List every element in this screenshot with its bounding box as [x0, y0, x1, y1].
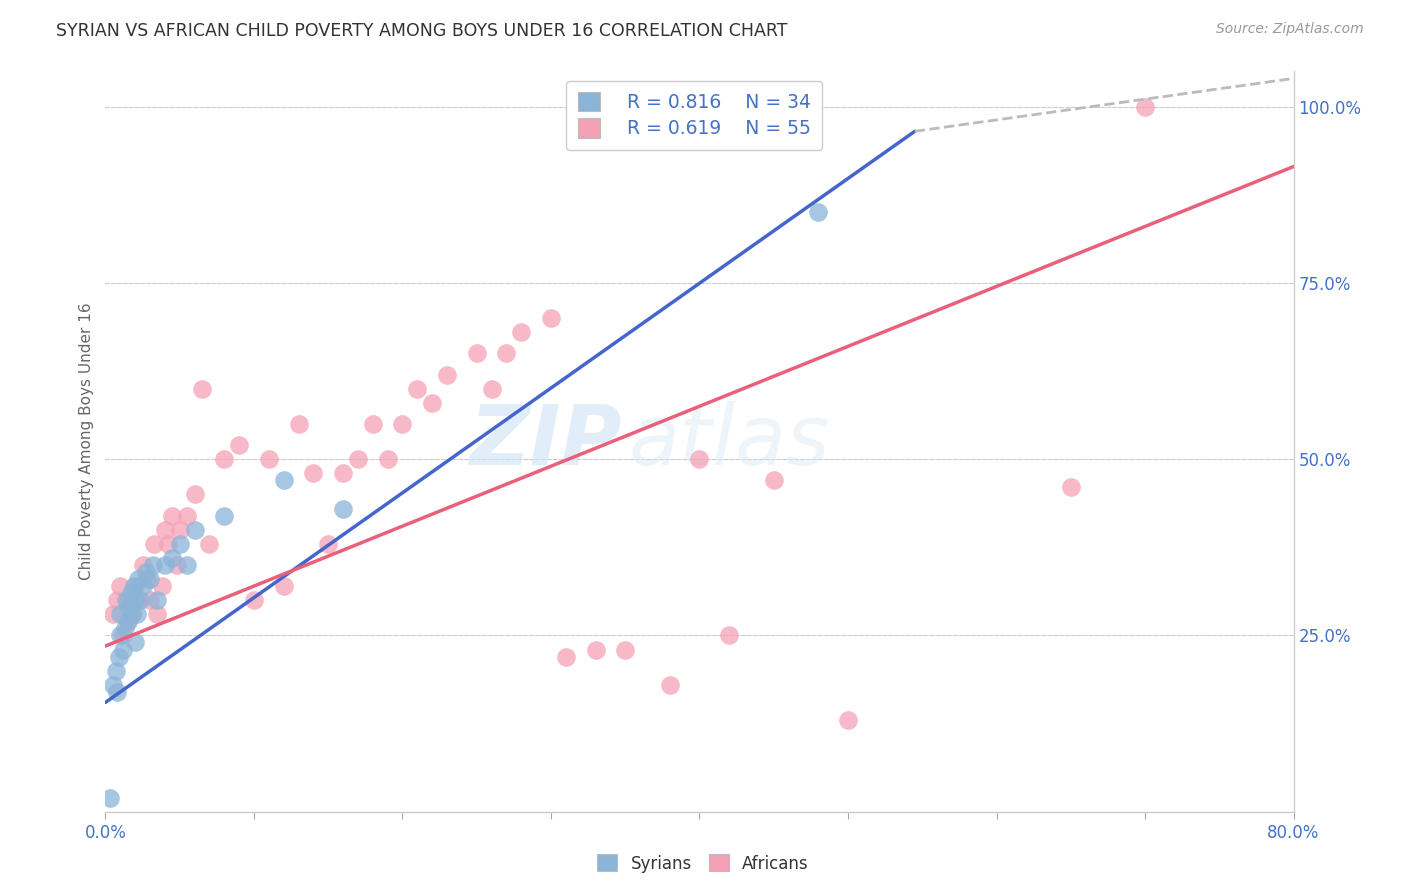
Point — [143, 537, 166, 551]
Point — [273, 473, 295, 487]
Point — [361, 417, 384, 431]
Point — [510, 325, 533, 339]
Point — [228, 438, 250, 452]
Point — [101, 678, 124, 692]
Point — [115, 593, 138, 607]
Point — [127, 593, 149, 607]
Point — [689, 452, 711, 467]
Point — [110, 628, 132, 642]
Point — [117, 593, 139, 607]
Legend:   R = 0.816    N = 34,   R = 0.619    N = 55: R = 0.816 N = 34, R = 0.619 N = 55 — [567, 81, 823, 150]
Point — [125, 607, 148, 622]
Point — [131, 579, 153, 593]
Point — [316, 537, 339, 551]
Point — [554, 649, 576, 664]
Point — [614, 642, 637, 657]
Point — [110, 579, 132, 593]
Point — [162, 550, 184, 565]
Point — [124, 579, 146, 593]
Point — [540, 311, 562, 326]
Point — [391, 417, 413, 431]
Y-axis label: Child Poverty Among Boys Under 16: Child Poverty Among Boys Under 16 — [79, 302, 94, 581]
Point — [183, 523, 205, 537]
Point — [807, 205, 830, 219]
Point — [658, 678, 681, 692]
Point — [128, 593, 150, 607]
Text: Source: ZipAtlas.com: Source: ZipAtlas.com — [1216, 22, 1364, 37]
Point — [114, 621, 136, 635]
Point — [131, 558, 153, 572]
Point — [347, 452, 370, 467]
Point — [176, 508, 198, 523]
Point — [436, 368, 458, 382]
Point — [257, 452, 280, 467]
Point — [287, 417, 309, 431]
Point — [495, 346, 517, 360]
Point — [302, 467, 325, 481]
Point — [121, 607, 143, 622]
Point — [101, 607, 124, 622]
Point — [124, 593, 146, 607]
Point — [120, 586, 142, 600]
Point — [136, 572, 159, 586]
Point — [105, 685, 128, 699]
Legend: Syrians, Africans: Syrians, Africans — [591, 847, 815, 880]
Point — [105, 593, 128, 607]
Point — [142, 558, 165, 572]
Point — [585, 642, 607, 657]
Point — [198, 537, 221, 551]
Text: atlas: atlas — [628, 401, 830, 482]
Point — [139, 572, 162, 586]
Point — [406, 382, 429, 396]
Point — [112, 642, 135, 657]
Text: ZIP: ZIP — [470, 401, 623, 482]
Point — [420, 396, 443, 410]
Point — [718, 628, 741, 642]
Point — [837, 713, 859, 727]
Point — [377, 452, 399, 467]
Point — [153, 558, 176, 572]
Point — [146, 593, 169, 607]
Point — [121, 607, 143, 622]
Point — [110, 607, 132, 622]
Point — [108, 649, 131, 664]
Point — [176, 558, 198, 572]
Point — [117, 615, 139, 629]
Point — [122, 579, 145, 593]
Point — [135, 565, 157, 579]
Point — [169, 537, 191, 551]
Point — [243, 593, 266, 607]
Point — [150, 579, 173, 593]
Point — [332, 501, 354, 516]
Point — [139, 593, 162, 607]
Point — [156, 537, 179, 551]
Point — [169, 523, 191, 537]
Point — [465, 346, 488, 360]
Point — [127, 572, 149, 586]
Point — [214, 508, 236, 523]
Point — [183, 487, 205, 501]
Point — [98, 790, 121, 805]
Point — [104, 664, 127, 678]
Point — [166, 558, 188, 572]
Point — [146, 607, 169, 622]
Point — [124, 635, 146, 649]
Point — [762, 473, 785, 487]
Point — [153, 523, 176, 537]
Point — [273, 579, 295, 593]
Point — [112, 628, 135, 642]
Point — [1060, 480, 1083, 494]
Point — [214, 452, 236, 467]
Text: SYRIAN VS AFRICAN CHILD POVERTY AMONG BOYS UNDER 16 CORRELATION CHART: SYRIAN VS AFRICAN CHILD POVERTY AMONG BO… — [56, 22, 787, 40]
Point — [332, 467, 354, 481]
Point — [162, 508, 184, 523]
Point — [117, 615, 139, 629]
Point — [118, 600, 141, 615]
Point — [191, 382, 214, 396]
Point — [1133, 100, 1156, 114]
Point — [481, 382, 503, 396]
